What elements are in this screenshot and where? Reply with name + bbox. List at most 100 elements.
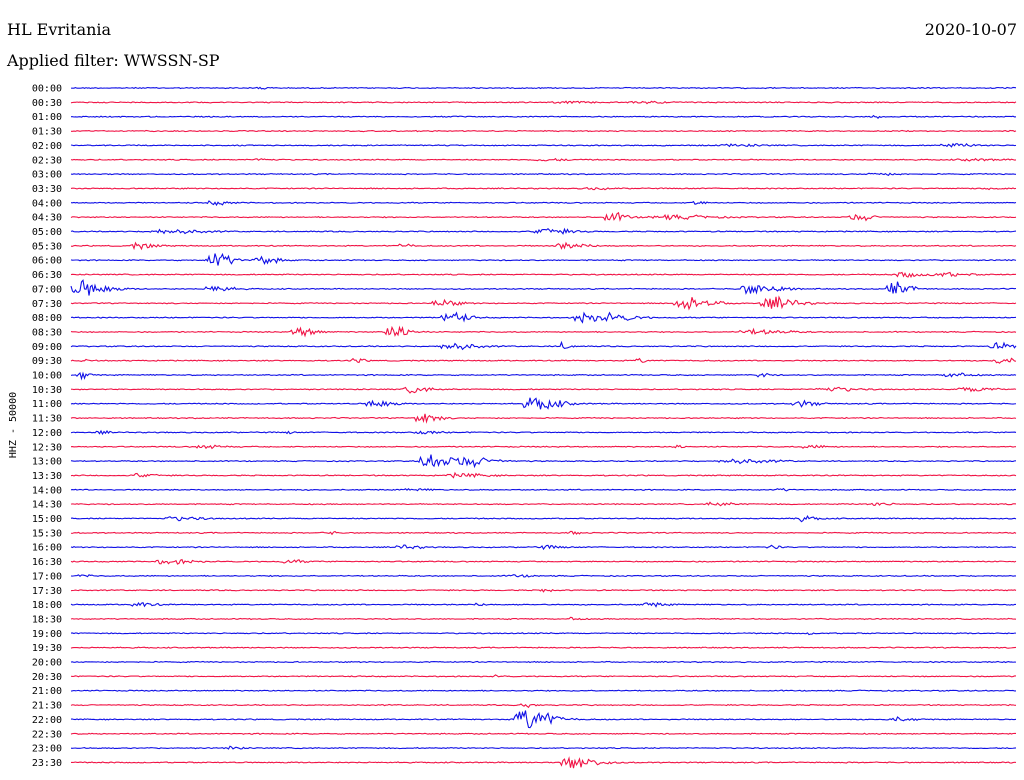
trace-line	[70, 632, 1017, 636]
trace-line	[70, 413, 1017, 424]
trace-line	[70, 114, 1017, 119]
time-label: 12:30	[32, 442, 62, 453]
trace-line	[70, 544, 1017, 551]
trace-line	[70, 732, 1017, 735]
trace-line	[70, 646, 1017, 649]
trace-line	[70, 487, 1017, 492]
trace-line	[70, 129, 1017, 133]
trace-line	[70, 86, 1017, 90]
time-label: 14:00	[32, 485, 62, 496]
trace-line	[70, 325, 1017, 338]
time-label: 23:30	[32, 758, 62, 769]
time-label: 19:30	[32, 643, 62, 654]
time-label: 22:30	[32, 729, 62, 740]
trace-line	[70, 530, 1017, 536]
trace-line	[70, 340, 1017, 351]
trace-line	[70, 745, 1017, 750]
time-label: 15:30	[32, 528, 62, 539]
trace-line	[70, 311, 1017, 324]
time-label: 00:00	[32, 84, 62, 95]
time-label: 11:00	[32, 399, 62, 410]
time-label: 13:30	[32, 471, 62, 482]
time-label: 01:30	[32, 127, 62, 138]
time-label: 04:30	[32, 213, 62, 224]
trace-line	[70, 100, 1017, 105]
y-axis-label: HHZ - 50000	[8, 392, 19, 458]
time-label: 06:30	[32, 270, 62, 281]
trace-line	[70, 279, 1017, 296]
time-label: 00:30	[32, 98, 62, 109]
time-label: 20:30	[32, 672, 62, 683]
trace-line	[70, 601, 1017, 608]
time-label: 15:00	[32, 514, 62, 525]
time-label: 21:00	[32, 686, 62, 697]
trace-line	[70, 200, 1017, 207]
time-label: 17:30	[32, 586, 62, 597]
time-label: 18:30	[32, 614, 62, 625]
time-label: 14:30	[32, 500, 62, 511]
time-label: 21:30	[32, 701, 62, 712]
time-label: 06:00	[32, 256, 62, 267]
trace-line	[70, 186, 1017, 191]
time-label: 23:00	[32, 744, 62, 755]
trace-line	[70, 674, 1017, 678]
trace-line	[70, 616, 1017, 621]
time-label: 10:00	[32, 371, 62, 382]
trace-line	[70, 357, 1017, 364]
trace-line	[70, 429, 1017, 436]
station-title: HL Evritania	[7, 20, 112, 39]
time-label: 20:00	[32, 658, 62, 669]
trace-line	[70, 660, 1017, 664]
trace-line	[70, 514, 1017, 523]
time-label: 13:00	[32, 457, 62, 468]
trace-line	[70, 295, 1017, 311]
time-label: 17:00	[32, 571, 62, 582]
time-label: 10:30	[32, 385, 62, 396]
trace-line	[70, 444, 1017, 450]
time-label: 03:30	[32, 184, 62, 195]
time-label: 07:30	[32, 299, 62, 310]
trace-line	[70, 471, 1017, 479]
time-labels: 00:00 00:30 01:00 01:30 02:00 02:30 03:00 03:30…	[32, 84, 62, 769]
time-label: 12:00	[32, 428, 62, 439]
time-label: 09:00	[32, 342, 62, 353]
trace-line	[70, 574, 1017, 578]
time-label: 02:00	[32, 141, 62, 152]
trace-line	[70, 211, 1017, 222]
trace-line	[70, 241, 1017, 251]
trace-line	[70, 454, 1017, 469]
trace-line	[70, 501, 1017, 507]
time-label: 18:00	[32, 600, 62, 611]
time-label: 08:00	[32, 313, 62, 324]
trace-line	[70, 710, 1017, 729]
time-label: 16:30	[32, 557, 62, 568]
time-label: 03:00	[32, 170, 62, 181]
trace-line	[70, 397, 1017, 410]
time-label: 01:00	[32, 112, 62, 123]
time-label: 22:00	[32, 715, 62, 726]
time-label: 19:00	[32, 629, 62, 640]
time-label: 04:00	[32, 198, 62, 209]
time-label: 07:00	[32, 284, 62, 295]
time-label: 02:30	[32, 155, 62, 166]
trace-line	[70, 227, 1017, 235]
filter-label: Applied filter: WWSSN-SP	[7, 51, 220, 70]
trace-line	[70, 588, 1017, 593]
time-label: 11:30	[32, 414, 62, 425]
trace-line	[70, 172, 1017, 176]
seismic-traces	[70, 86, 1017, 769]
time-label: 16:00	[32, 543, 62, 554]
trace-line	[70, 271, 1017, 279]
trace-line	[70, 142, 1017, 148]
trace-line	[70, 252, 1017, 266]
trace-line	[70, 386, 1017, 394]
trace-line	[70, 689, 1016, 692]
date-label: 2020-10-07	[924, 20, 1017, 39]
trace-line	[70, 703, 1017, 709]
time-label: 08:30	[32, 327, 62, 338]
time-label: 05:30	[32, 241, 62, 252]
trace-line	[70, 558, 1017, 565]
time-label: 05:00	[32, 227, 62, 238]
time-label: 09:30	[32, 356, 62, 367]
